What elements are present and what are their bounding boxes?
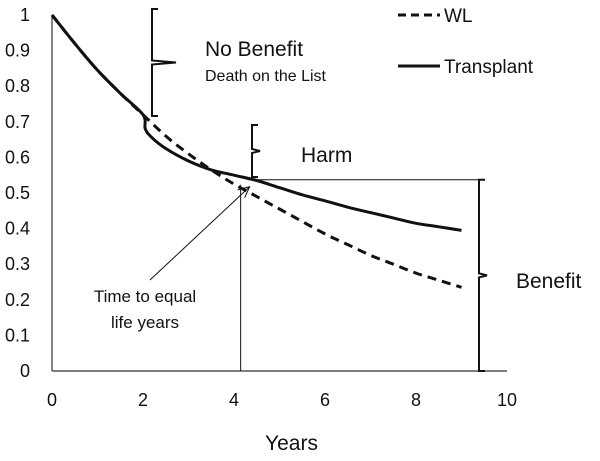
x-tick-labels: 0 2 4 6 8 10: [47, 390, 517, 410]
no-benefit-label: No Benefit: [205, 38, 303, 61]
life-years-label: life years: [111, 313, 179, 332]
x-tick-label: 10: [497, 390, 517, 410]
y-tick-label: 0.3: [5, 254, 30, 274]
y-tick-label: 0.1: [5, 325, 30, 345]
legend-wl-label: WL: [444, 6, 473, 27]
time-to-equal-label: Time to equal: [94, 287, 196, 306]
x-tick-label: 4: [229, 390, 239, 410]
arrowhead-icon: [237, 186, 251, 198]
equal-life-years-arrow: [149, 186, 250, 281]
series-layer: [50, 14, 462, 289]
harm-label: Harm: [301, 144, 352, 167]
death-on-list-label: Death on the List: [205, 68, 327, 85]
benefit-brace: [478, 178, 488, 372]
x-axis-label: Years: [265, 432, 318, 455]
y-tick-label: 0.7: [5, 112, 30, 132]
y-tick-label: 0.5: [5, 183, 30, 203]
y-tick-label: 0: [20, 361, 30, 381]
benefit-label: Benefit: [516, 270, 582, 293]
y-tick-label: 0.2: [5, 290, 30, 310]
legend-transplant-label: Transplant: [444, 57, 534, 78]
x-tick-label: 0: [47, 390, 57, 410]
y-tick-labels: 0 0.1 0.2 0.3 0.4 0.5 0.6 0.7 0.8 0.9 1: [5, 5, 30, 381]
y-tick-label: 0.8: [5, 76, 30, 96]
x-tick-label: 6: [320, 390, 330, 410]
no-benefit-brace: [151, 8, 177, 117]
x-tick-label: 8: [411, 390, 421, 410]
y-tick-label: 0.6: [5, 147, 30, 167]
harm-brace: [251, 124, 261, 178]
series-transplant-line: [50, 14, 462, 232]
y-tick-label: 0.4: [5, 219, 30, 239]
x-tick-label: 2: [138, 390, 148, 410]
y-tick-label: 0.9: [5, 41, 30, 61]
series-wl-line: [50, 14, 462, 289]
y-tick-label: 1: [20, 5, 30, 25]
legend: WL Transplant: [398, 6, 534, 78]
